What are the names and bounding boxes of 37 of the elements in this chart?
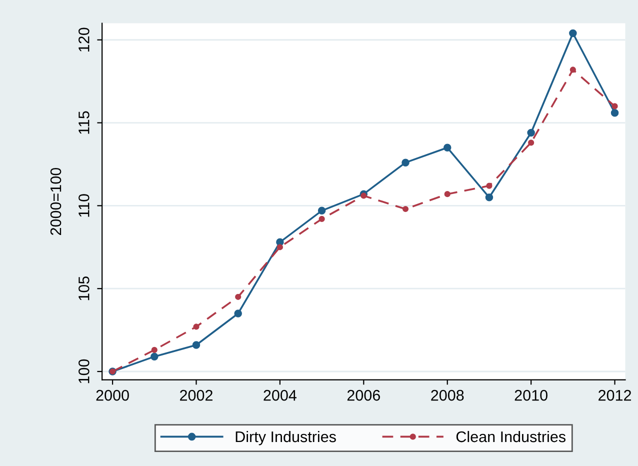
point: [402, 206, 409, 212]
point: [485, 194, 494, 202]
point: [235, 294, 242, 300]
x-tick-label: 2004: [264, 390, 296, 401]
x-tick-label: 2012: [598, 390, 632, 401]
x-tick-label: 2006: [347, 390, 380, 401]
point: [486, 182, 492, 189]
x-tick-label: 2000: [96, 390, 129, 401]
point: [610, 108, 619, 117]
point: [612, 103, 618, 110]
legend-label: Clean Industries: [456, 430, 566, 442]
x-tick-label: 2002: [180, 390, 212, 401]
y-tick-label: 120: [78, 28, 90, 52]
point: [443, 144, 452, 152]
x-tick-label: 2010: [514, 390, 548, 401]
point: [276, 244, 284, 250]
point: [360, 192, 367, 199]
point: [192, 341, 200, 349]
point: [570, 66, 576, 73]
point: [444, 191, 450, 198]
y-axis-title: 2000=100: [50, 168, 62, 235]
point: [150, 352, 158, 360]
point: [402, 158, 410, 166]
point: [318, 206, 326, 215]
y-tick-label: 100: [78, 359, 90, 384]
legend-label: Dirty Industries: [236, 430, 336, 446]
y-tick-label: 110: [78, 194, 90, 217]
point: [569, 29, 577, 38]
point: [234, 310, 242, 318]
point: [193, 324, 200, 330]
y-tick-label: 105: [78, 276, 90, 300]
point: [528, 140, 534, 146]
x-tick-label: 2008: [431, 390, 464, 401]
point: [151, 346, 158, 353]
point: [527, 128, 535, 137]
y-tick-label: 115: [78, 111, 90, 134]
point: [318, 216, 325, 222]
